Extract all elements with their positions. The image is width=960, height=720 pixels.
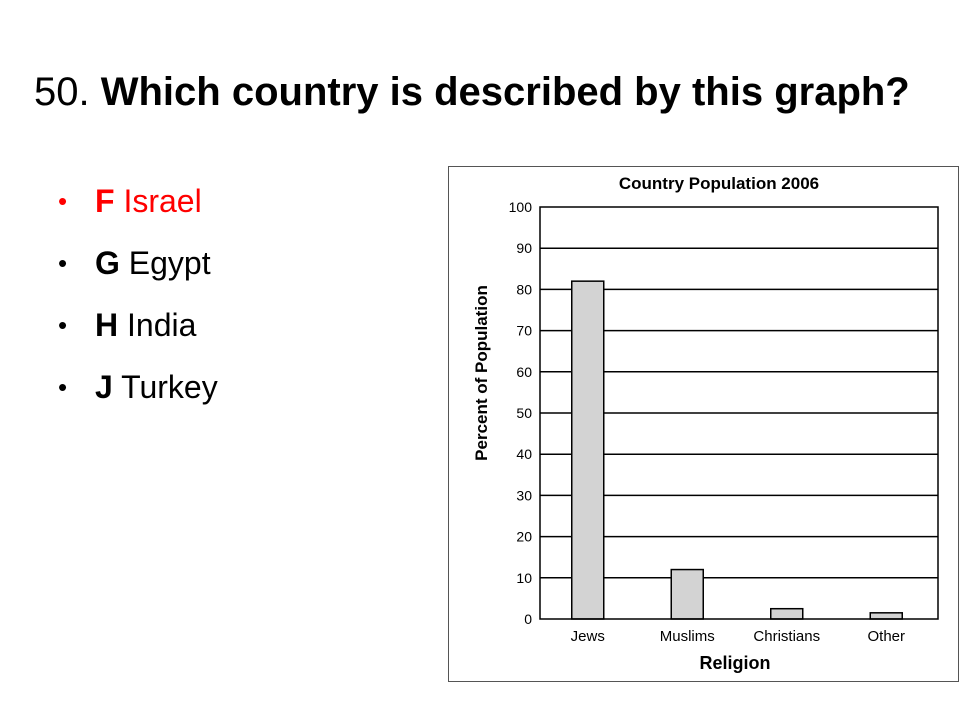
option-text: India (127, 307, 197, 343)
bullet-icon: • (58, 248, 68, 278)
chart-frame: 0 10 20 30 40 50 60 70 80 90 100 Jews Muslims Christ… (448, 166, 959, 682)
option-g: • G Egypt (58, 240, 218, 286)
bar-jews (571, 280, 605, 620)
x-tick-label: Muslims (660, 628, 715, 645)
plot-border (539, 206, 939, 620)
bar-other (869, 612, 903, 620)
y-tick-label: 0 (524, 611, 532, 627)
option-letter: G (95, 245, 120, 281)
y-tick-label: 10 (516, 570, 532, 586)
bullet-icon: • (58, 372, 68, 402)
option-j: • J Turkey (58, 364, 218, 410)
x-tick-label: Christians (753, 628, 820, 645)
option-h: • H India (58, 302, 218, 348)
y-tick-label: 30 (516, 487, 532, 503)
y-tick-label: 70 (516, 323, 532, 339)
x-tick-labels: Jews Muslims Christians Other (571, 628, 905, 645)
y-tick-labels: 0 10 20 30 40 50 60 70 80 90 100 (509, 199, 533, 627)
bars (571, 280, 903, 620)
chart-title: Country Population 2006 (619, 174, 819, 193)
x-tick-label: Other (867, 628, 905, 645)
y-tick-label: 40 (516, 446, 532, 462)
option-letter: H (95, 307, 119, 343)
bar-christians (770, 607, 804, 620)
bullet-icon: • (58, 186, 68, 216)
option-text: Egypt (128, 245, 211, 281)
x-tick-label: Jews (571, 628, 605, 645)
option-letter: J (95, 369, 113, 405)
gridlines (540, 247, 938, 579)
bar-muslims (670, 568, 704, 620)
y-tick-label: 50 (516, 405, 532, 421)
y-tick-label: 20 (516, 529, 532, 545)
question-number: 50. (34, 70, 90, 114)
y-tick-label: 80 (516, 281, 532, 297)
x-axis-label: Religion (700, 653, 771, 673)
bullet-icon: • (58, 310, 68, 340)
y-tick-label: 100 (509, 199, 533, 215)
option-text: Israel (123, 183, 202, 219)
y-tick-label: 60 (516, 364, 532, 380)
question-title: 50. Which country is described by this g… (34, 66, 910, 118)
option-f: • F Israel (58, 178, 218, 224)
question-text: Which country is described by this graph… (100, 70, 910, 114)
population-bar-chart: 0 10 20 30 40 50 60 70 80 90 100 Jews Muslims Christ… (472, 174, 939, 673)
answer-options: • F Israel • G Egypt • H India • J Turke… (58, 178, 218, 426)
option-text: Turkey (121, 369, 218, 405)
option-letter: F (95, 183, 115, 219)
y-tick-label: 90 (516, 240, 532, 256)
y-axis-label: Percent of Population (472, 285, 491, 461)
